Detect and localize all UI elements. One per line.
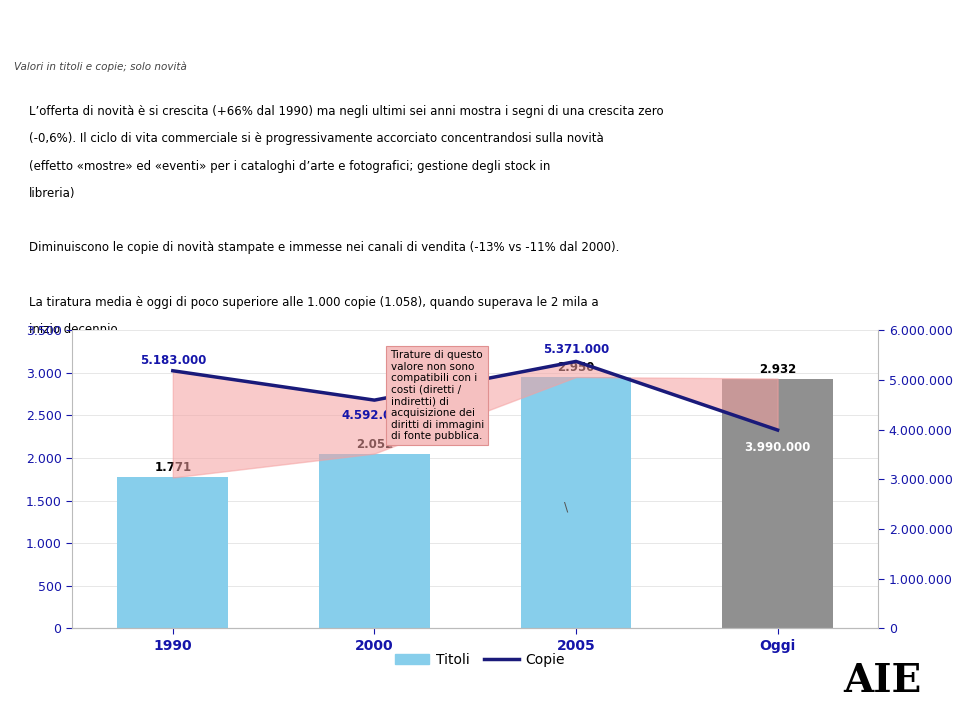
Text: 5.183.000: 5.183.000 xyxy=(139,354,206,367)
Text: inizio decennio.: inizio decennio. xyxy=(29,323,121,336)
Text: 5.371.000: 5.371.000 xyxy=(542,344,610,356)
Bar xyxy=(319,454,430,628)
Text: 2.950: 2.950 xyxy=(558,361,594,374)
Text: libreria): libreria) xyxy=(29,187,75,200)
Text: Diminuiscono le copie di novità stampate e immesse nei canali di vendita (-13% v: Diminuiscono le copie di novità stampate… xyxy=(29,241,619,254)
Text: 2.932: 2.932 xyxy=(759,363,796,376)
Text: 2.052: 2.052 xyxy=(356,437,393,451)
Text: (-0,6%). Il ciclo di vita commerciale si è progressivamente accorciato concentra: (-0,6%). Il ciclo di vita commerciale si… xyxy=(29,132,604,146)
Text: \: \ xyxy=(564,500,576,513)
Legend: Titoli, Copie: Titoli, Copie xyxy=(389,648,571,672)
Text: L’offerta di novità è si crescita (+66% dal 1990) ma negli ultimi sei anni mostr: L’offerta di novità è si crescita (+66% … xyxy=(29,105,663,118)
Bar xyxy=(117,477,228,628)
Text: 1.771: 1.771 xyxy=(155,462,191,474)
Text: Valori in titoli e copie; solo novità: Valori in titoli e copie; solo novità xyxy=(14,61,187,72)
Text: Tirature di questo
valore non sono
compatibili con i
costi (diretti /
indiretti): Tirature di questo valore non sono compa… xyxy=(391,350,484,441)
Bar xyxy=(520,377,632,628)
Text: 4.592.000: 4.592.000 xyxy=(341,409,408,422)
Text: La tiratura media è oggi di poco superiore alle 1.000 copie (1.058), quando supe: La tiratura media è oggi di poco superio… xyxy=(29,295,598,309)
Text: 3.990.000: 3.990.000 xyxy=(744,441,811,454)
Bar xyxy=(722,378,833,628)
Text: (effetto «mostre» ed «eventi» per i cataloghi d’arte e fotografici; gestione deg: (effetto «mostre» ed «eventi» per i cata… xyxy=(29,160,550,173)
Text: Andamento della produzione di novità di libri d’arte e fotografia.: Andamento della produzione di novità di … xyxy=(14,14,881,39)
Text: AIE: AIE xyxy=(843,662,922,701)
